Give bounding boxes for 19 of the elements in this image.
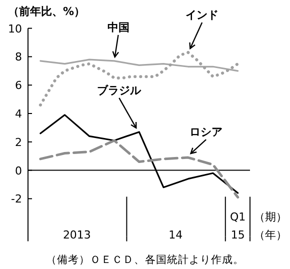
y-tick-label: 10 [8, 22, 22, 36]
y-tick-label: 6 [15, 79, 22, 92]
y-tick-label: 2 [15, 136, 22, 149]
text: （備考）ＯＥＣＤ、各国統計より作成。 [46, 253, 244, 266]
text: 中国 [107, 20, 130, 34]
y-tick-label: 8 [15, 50, 22, 64]
y-tick-label: 4 [15, 108, 22, 120]
x-tick-label: 15 [230, 228, 245, 242]
x-tick-label: 2013 [62, 228, 91, 242]
y-tick-label: -2 [11, 192, 22, 206]
series-label: ロシア [190, 126, 223, 139]
text: （年） [254, 228, 287, 242]
text: インド [186, 8, 219, 22]
text: ブラジル [97, 84, 142, 97]
x-tick-label: 14 [168, 228, 183, 242]
y-axis-title: （前年比、%） [8, 5, 86, 18]
text: （期） [254, 210, 287, 224]
y-tick-label: 0 [15, 164, 22, 178]
annotation: Q1 [230, 210, 246, 224]
